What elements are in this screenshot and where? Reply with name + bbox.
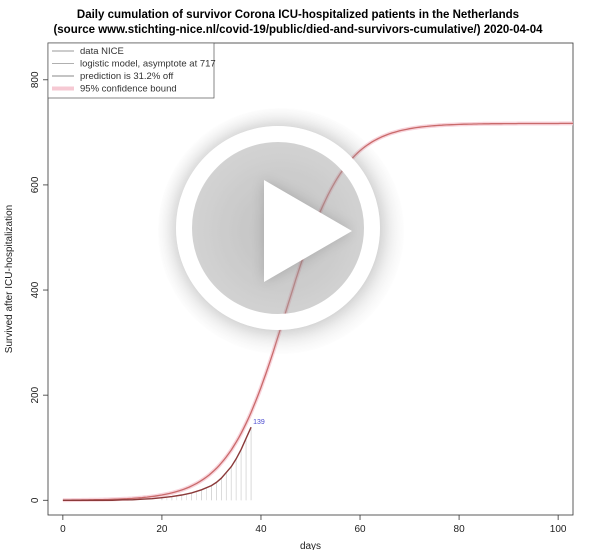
x-tick-label: 100 — [550, 524, 567, 535]
x-tick-label: 20 — [156, 524, 168, 535]
legend-item-label: prediction is 31.2% off — [80, 71, 174, 82]
x-axis-label: days — [300, 541, 321, 550]
x-tick-label: 60 — [354, 524, 366, 535]
x-tick-label: 40 — [255, 524, 267, 535]
legend-item-label: data NICE — [80, 46, 124, 57]
legend-item-label: logistic model, asymptote at 717 — [80, 59, 216, 70]
legend: data NICE logistic model, asymptote at 71… — [47, 42, 216, 99]
legend-box — [47, 42, 215, 99]
y-tick-label: 800 — [30, 71, 41, 88]
y-tick-label: 200 — [30, 386, 41, 403]
plot-frame — [47, 42, 574, 516]
x-tick-label: 0 — [60, 524, 66, 535]
y-tick-label: 600 — [30, 176, 41, 193]
data-label: 139 — [253, 419, 265, 426]
video-play-button[interactable] — [158, 108, 404, 354]
chart-subtitle: (source www.stichting-nice.nl/covid-19/p… — [53, 24, 543, 36]
y-tick-label: 0 — [30, 497, 41, 503]
y-tick-label: 400 — [30, 281, 41, 298]
axes: 0 20 40 60 80 100 0 200 400 600 800 days Survived af… — [4, 71, 567, 550]
plot-border — [47, 42, 574, 516]
x-tick-label: 80 — [454, 524, 466, 535]
legend-item-label: 95% confidence bound — [80, 84, 177, 95]
chart-title: Daily cumulation of survivor Corona ICU-… — [76, 9, 520, 21]
y-axis-label: Survived after ICU-hospitalization — [4, 205, 15, 353]
observed-line — [62, 426, 252, 501]
play-icon — [264, 180, 352, 282]
chart-title-block: Daily cumulation of survivor Corona ICU-… — [0, 8, 596, 38]
